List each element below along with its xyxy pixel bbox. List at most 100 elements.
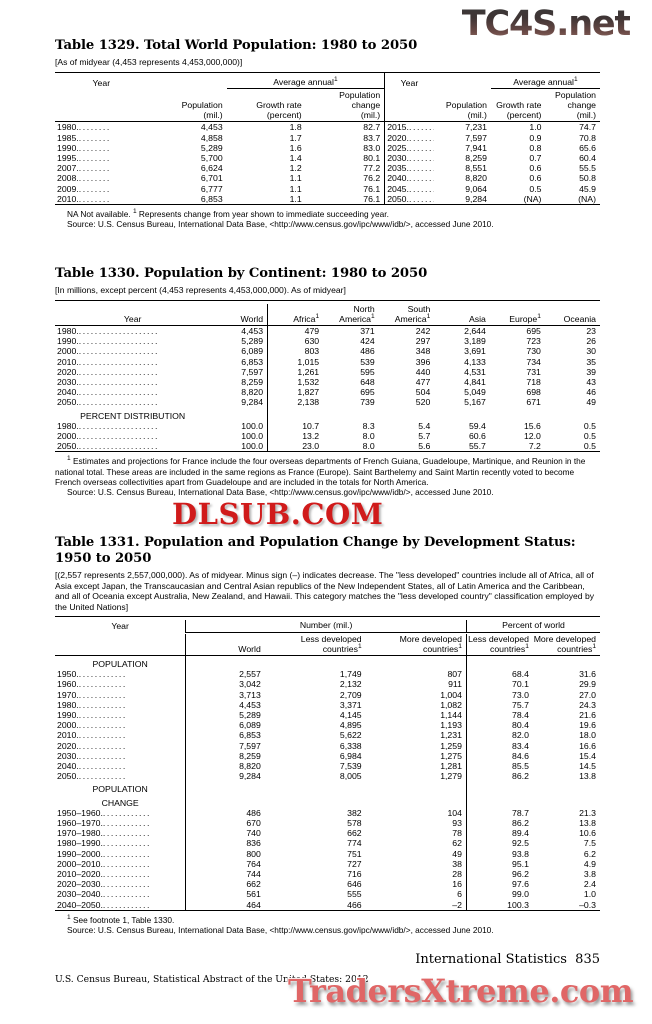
cell-growth-rate: 0.5 — [529, 183, 542, 194]
cell-population-change: (NA) — [545, 193, 600, 206]
table-1329: Year Average annual1 Year Average annual… — [55, 71, 600, 206]
cell-population-change: 70.8 — [579, 132, 596, 143]
table-row: 2020............. 7,597 6,338 1,259 83.4 16.6 — [55, 740, 600, 751]
cell-south-america: 297 — [415, 336, 431, 347]
spacer-cell — [465, 655, 533, 670]
cell-population: 6,701 — [200, 173, 223, 184]
cell-europe: 695 — [526, 326, 541, 336]
cell-world: 464 — [185, 899, 265, 911]
cell-oceania: 46 — [586, 387, 596, 398]
cell-less-developed: 578 — [347, 818, 362, 829]
cell-world: 6,853 — [241, 356, 264, 367]
table-1330-source: Source: U.S. Census Bureau, Internationa… — [67, 487, 494, 498]
cell-south-america: 5.4 — [418, 420, 431, 431]
cell-north-america: 695 — [360, 387, 375, 398]
table-row: 2040–2050............. 464 466 –2 100.3 –0.3 — [55, 899, 600, 911]
cell-population: 6,777 — [200, 183, 223, 194]
cell-pct-more-developed: 27.0 — [579, 689, 596, 700]
table-1331-footnote: 1 See footnote 1, Table 1330. — [67, 914, 175, 925]
cell-asia: 59.4 — [468, 420, 486, 431]
cell-less-developed: 646 — [347, 879, 362, 890]
population-header: POPULATION — [92, 658, 148, 669]
spacer-cell — [434, 408, 490, 421]
cell-oceania: 0.5 — [583, 420, 596, 431]
footer-section-label: International Statistics — [415, 952, 567, 967]
cell-population: 8,820 — [465, 173, 487, 184]
cell-population-change: 74.7 — [579, 122, 596, 133]
cell-growth-rate: 1.8 — [289, 122, 302, 133]
cell-africa: 2,138 — [267, 397, 324, 408]
cell-population-change: 65.6 — [579, 142, 596, 153]
cell-less-developed: 751 — [347, 848, 362, 859]
cell-asia: 5,049 — [464, 387, 486, 398]
cell-world: 8,820 — [185, 761, 265, 772]
cell-growth-rate: 0.9 — [529, 132, 542, 143]
spacer-cell — [185, 794, 265, 808]
cell-north-america: 486 — [360, 346, 375, 357]
cell-less-developed: 6,338 — [339, 740, 362, 751]
row-label: 2010–2020............. — [57, 869, 152, 880]
cell-more-developed: 1,281 — [440, 761, 462, 772]
cell-pct-less-developed: 89.4 — [465, 828, 533, 839]
cell-pct-less-developed: 99.0 — [465, 889, 533, 900]
table-1329-title: Table 1329. Total World Population: 1980… — [55, 38, 418, 53]
cell-north-america: 424 — [360, 336, 375, 347]
table-row: 2040..................... 8,820 1,827 695 50… — [55, 387, 600, 398]
cell-world: 9,284 — [185, 771, 265, 782]
cell-asia: 4,133 — [464, 356, 486, 367]
row-label: 2000–2010............. — [57, 858, 152, 869]
cell-africa: 13.2 — [267, 431, 324, 442]
cell-north-america: 8.3 — [362, 420, 375, 431]
cell-pct-more-developed: 18.0 — [579, 730, 596, 741]
th-1330-year: Year — [55, 303, 211, 326]
table-1331-block: Table 1331. Population and Population Ch… — [55, 535, 600, 935]
cell-africa: 1,532 — [267, 377, 324, 388]
watermark-tradersxtreme: TradersXtreme.com — [287, 971, 635, 1011]
table-row: 2000..................... 6,089 803 486 348 3… — [55, 346, 600, 357]
table-1331-headnote: [(2,557 represents 2,557,000,000). As of… — [55, 570, 595, 612]
cell-pct-less-developed: 78.7 — [465, 807, 533, 819]
cell-asia: 60.6 — [468, 431, 486, 442]
table-1329-headnote: [As of midyear (4,453 represents 4,453,0… — [55, 57, 243, 67]
row-label-right: 2020......... — [384, 132, 434, 143]
cell-pct-less-developed: 93.8 — [465, 848, 533, 859]
spacer-cell — [366, 795, 467, 808]
row-label-left: 2007......... — [57, 163, 111, 174]
cell-more-developed: 1,231 — [440, 730, 462, 741]
spacer-cell — [533, 655, 600, 669]
cell-more-developed: 49 — [452, 848, 462, 859]
cell-world: 764 — [185, 858, 265, 870]
cell-more-developed: 16 — [452, 879, 462, 890]
table-row: 2020–2030............. 662 646 16 97.6 2.4 — [55, 879, 600, 890]
row-label-right: 2040......... — [384, 173, 434, 184]
cell-world: 9,284 — [241, 397, 264, 408]
cell-more-developed: 78 — [452, 828, 462, 839]
row-label-left: 2008......... — [57, 173, 111, 184]
table-group-header-row: POPULATION — [55, 781, 600, 795]
table-1330: Year World Africa1 North America1 South Am… — [55, 299, 600, 453]
cell-pct-more-developed: 4.9 — [583, 858, 596, 869]
spacer-cell — [490, 408, 545, 421]
cell-population: 6,624 — [200, 163, 223, 174]
cell-oceania: 0.5 — [583, 431, 596, 442]
table-row: 1980..................... 100.0 10.7 8.3 5.4… — [55, 420, 600, 432]
cell-less-developed: 716 — [347, 869, 362, 880]
cell-pct-more-developed: 16.6 — [579, 740, 596, 751]
cell-less-developed: 8,005 — [339, 771, 362, 782]
th-1331-pct-more-developed: More developed countries1 — [532, 633, 600, 656]
th-1330-africa: Africa1 — [267, 303, 324, 326]
table-row: 2030–2040............. 561 555 6 99.0 1.0 — [55, 889, 600, 900]
spacer-cell — [265, 795, 366, 808]
row-label-right: 2050......... — [384, 193, 434, 206]
cell-less-developed: 6,984 — [339, 750, 362, 761]
cell-less-developed: 727 — [347, 858, 362, 869]
table-1330-headnote: [In millions, except percent (4,453 repr… — [55, 285, 346, 295]
cell-asia: 2,644 — [464, 326, 486, 336]
cell-africa: 10.7 — [267, 420, 324, 432]
cell-north-america: 739 — [360, 397, 375, 408]
cell-pct-less-developed: 95.1 — [465, 858, 533, 870]
